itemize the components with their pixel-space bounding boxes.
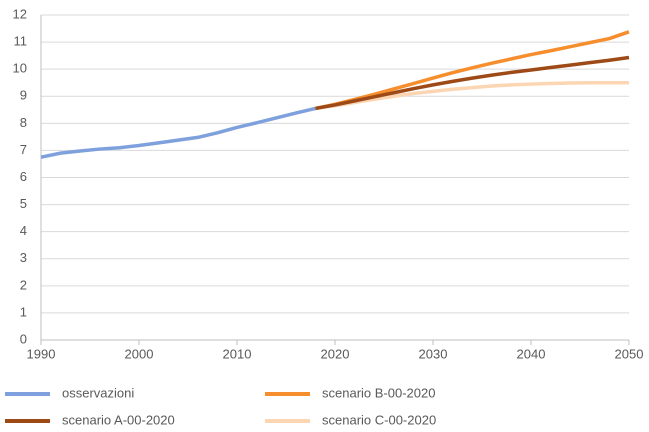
legend-label: scenario B-00-2020	[322, 385, 435, 400]
y-tick-label: 8	[20, 115, 27, 130]
y-tick-label: 12	[13, 6, 27, 21]
y-tick-label: 1	[20, 304, 27, 319]
y-tick-label: 7	[20, 142, 27, 157]
y-tick-label: 0	[20, 331, 27, 346]
y-tick-label: 4	[20, 223, 27, 238]
x-tick-label: 2000	[125, 346, 154, 361]
series-line	[40, 106, 316, 159]
x-tick-label: 2030	[419, 346, 448, 361]
y-tick-label: 6	[20, 169, 27, 184]
y-tick-label: 9	[20, 88, 27, 103]
y-tick-label: 11	[14, 34, 28, 49]
x-tick-label: 2020	[321, 346, 350, 361]
x-tick-label: 2040	[517, 346, 546, 361]
series-line	[315, 80, 629, 111]
x-tick-label: 2010	[223, 346, 252, 361]
legend-label: scenario C-00-2020	[322, 412, 436, 427]
y-tick-label: 5	[20, 196, 27, 211]
x-tick-label: 1990	[27, 346, 56, 361]
y-tick-label: 3	[20, 250, 27, 265]
x-tick-label: 2050	[615, 346, 644, 361]
series-line	[315, 30, 630, 111]
y-tick-label: 2	[20, 277, 27, 292]
legend-label: scenario A-00-2020	[62, 412, 175, 427]
y-tick-label: 10	[13, 61, 27, 76]
legend-label: osservazioni	[62, 385, 134, 400]
series-line	[315, 55, 630, 111]
